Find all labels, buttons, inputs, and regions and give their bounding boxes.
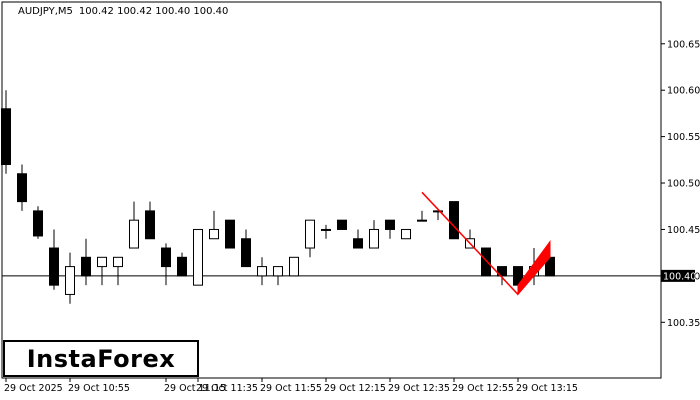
candle-body xyxy=(369,228,379,249)
candle xyxy=(17,164,27,211)
candle-body xyxy=(225,219,235,249)
candle-body xyxy=(161,247,171,268)
chart-header-ohlc: 100.42 100.42 100.40 100.40 xyxy=(79,6,229,17)
candle xyxy=(305,219,315,258)
candle-body xyxy=(337,219,347,230)
candle-body xyxy=(417,219,427,222)
candle xyxy=(497,266,507,286)
candle xyxy=(353,229,363,249)
candle xyxy=(33,206,43,239)
candle xyxy=(97,256,107,286)
candle xyxy=(209,210,219,240)
candle xyxy=(385,219,395,239)
candle-body xyxy=(129,219,139,249)
candle xyxy=(449,201,459,240)
x-tick-label: 29 Oct 11:55 xyxy=(260,383,322,394)
candle-body xyxy=(273,266,283,277)
candle-body xyxy=(289,256,299,277)
candle-body xyxy=(433,210,443,213)
candle-body xyxy=(193,228,203,286)
candle-body xyxy=(65,266,75,295)
candle-body xyxy=(81,256,91,277)
candle xyxy=(113,256,123,286)
candle xyxy=(465,229,475,249)
candle xyxy=(225,219,235,249)
candle xyxy=(161,243,171,286)
candle-body xyxy=(97,256,107,268)
chart-header-symbol: AUDJPY,M5 xyxy=(18,6,73,17)
candle-body xyxy=(33,210,43,237)
candle-body xyxy=(1,108,11,165)
x-tick-label: 29 Oct 13:15 xyxy=(516,383,578,394)
chart-frame xyxy=(1,1,662,379)
candle xyxy=(321,224,331,239)
pattern-overlay xyxy=(421,191,551,296)
candle xyxy=(81,238,91,286)
y-tick-label: 100.50 xyxy=(667,179,700,190)
candle-body xyxy=(401,228,411,240)
pattern-flag xyxy=(517,239,551,296)
candle-body xyxy=(145,210,155,240)
candle xyxy=(417,210,427,222)
price-tag xyxy=(661,269,695,282)
candle xyxy=(369,220,379,249)
candle-body xyxy=(321,228,331,231)
candle-body xyxy=(177,256,187,277)
candle-body xyxy=(17,173,27,203)
x-tick-label: 29 Oct 10:55 xyxy=(68,383,130,394)
candle-body xyxy=(353,238,363,249)
candle-body xyxy=(257,266,267,277)
x-tick-label: 29 Oct 12:55 xyxy=(452,383,514,394)
candle-body xyxy=(209,228,219,240)
x-tick-label: 29 Oct 12:35 xyxy=(388,383,450,394)
candle xyxy=(49,229,59,290)
candle xyxy=(257,257,267,286)
candle xyxy=(433,210,443,221)
candle-body xyxy=(305,219,315,249)
y-tick-label: 100.60 xyxy=(667,86,700,97)
candle-body xyxy=(49,247,59,286)
candle xyxy=(177,252,187,277)
current-price-line: 100.40 xyxy=(2,269,696,282)
y-tick-label: 100.55 xyxy=(667,132,700,143)
x-tick-label: 29 Oct 11:35 xyxy=(196,383,258,394)
price-tag-label: 100.40 xyxy=(663,271,696,282)
candle-body xyxy=(449,201,459,240)
brand-logo-text: InstaForex xyxy=(26,344,176,373)
x-tick-label: 29 Oct 11:15 xyxy=(164,383,226,394)
candle-body xyxy=(113,256,123,268)
candle xyxy=(273,266,283,286)
candle xyxy=(241,229,251,268)
candles xyxy=(1,90,555,304)
y-axis: 100.65 100.60 100.55 100.50 100.45 100.40 100.… xyxy=(661,39,700,329)
candle xyxy=(129,201,139,249)
candle-body xyxy=(385,219,395,230)
y-tick-label: 100.65 xyxy=(667,39,700,50)
pattern-line xyxy=(421,191,519,295)
brand-logo: InstaForex xyxy=(3,340,199,377)
x-tick-label: 29 Oct 2025 xyxy=(4,383,63,394)
candle xyxy=(401,228,411,240)
y-tick-label: 100.35 xyxy=(667,318,700,329)
candle xyxy=(65,252,75,304)
candle xyxy=(337,219,347,230)
candle xyxy=(289,256,299,277)
candle xyxy=(193,228,203,286)
candle xyxy=(1,90,11,174)
plot-border xyxy=(1,1,662,379)
x-tick-label: 29 Oct 12:15 xyxy=(324,383,386,394)
candle-body xyxy=(481,247,491,277)
candle xyxy=(145,201,155,240)
candle-body xyxy=(241,238,251,268)
candle-body xyxy=(497,266,507,277)
candle xyxy=(481,247,491,277)
y-tick-label: 100.45 xyxy=(667,225,700,236)
